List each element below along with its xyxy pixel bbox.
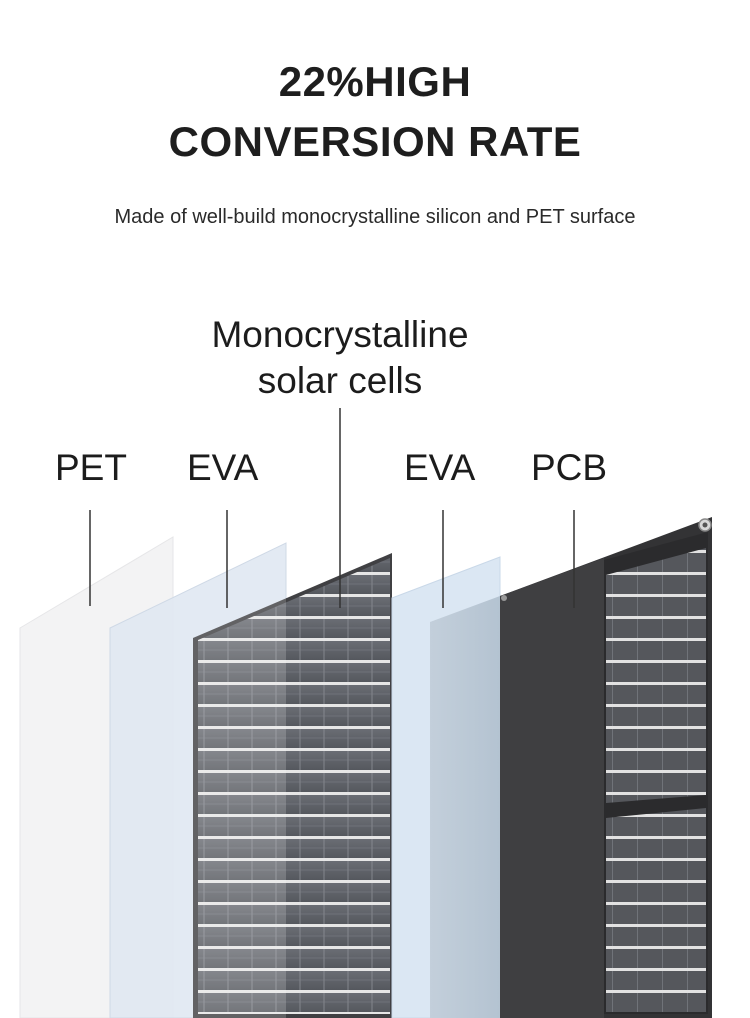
label-eva-1: EVA <box>187 447 259 488</box>
label-eva-2: EVA <box>404 447 476 488</box>
cells-label: Monocrystalline solar cells <box>150 312 530 404</box>
subtitle: Made of well-build monocrystalline silic… <box>114 206 636 228</box>
label-pcb: PCB <box>531 447 608 488</box>
pcb-layer <box>500 517 712 1018</box>
cells-label-line-2: solar cells <box>257 360 423 401</box>
title-line-2: CONVERSION RATE <box>168 118 582 165</box>
cells-label-line-1: Monocrystalline <box>211 314 469 355</box>
solar-cells-layer <box>193 553 392 1018</box>
label-pet: PET <box>55 447 127 488</box>
title-line-1: 22%HIGH <box>278 58 472 105</box>
